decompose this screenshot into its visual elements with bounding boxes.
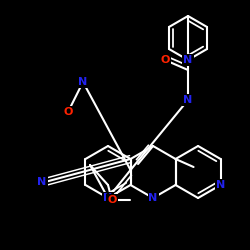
Text: O: O	[160, 55, 170, 65]
Text: N: N	[104, 193, 112, 203]
Text: N: N	[216, 180, 225, 190]
Text: N: N	[78, 77, 88, 87]
Text: N: N	[184, 95, 192, 105]
Text: O: O	[63, 107, 73, 117]
Text: O: O	[107, 195, 117, 205]
Text: N: N	[184, 55, 192, 65]
Text: N: N	[148, 193, 158, 203]
Text: N: N	[38, 177, 46, 187]
